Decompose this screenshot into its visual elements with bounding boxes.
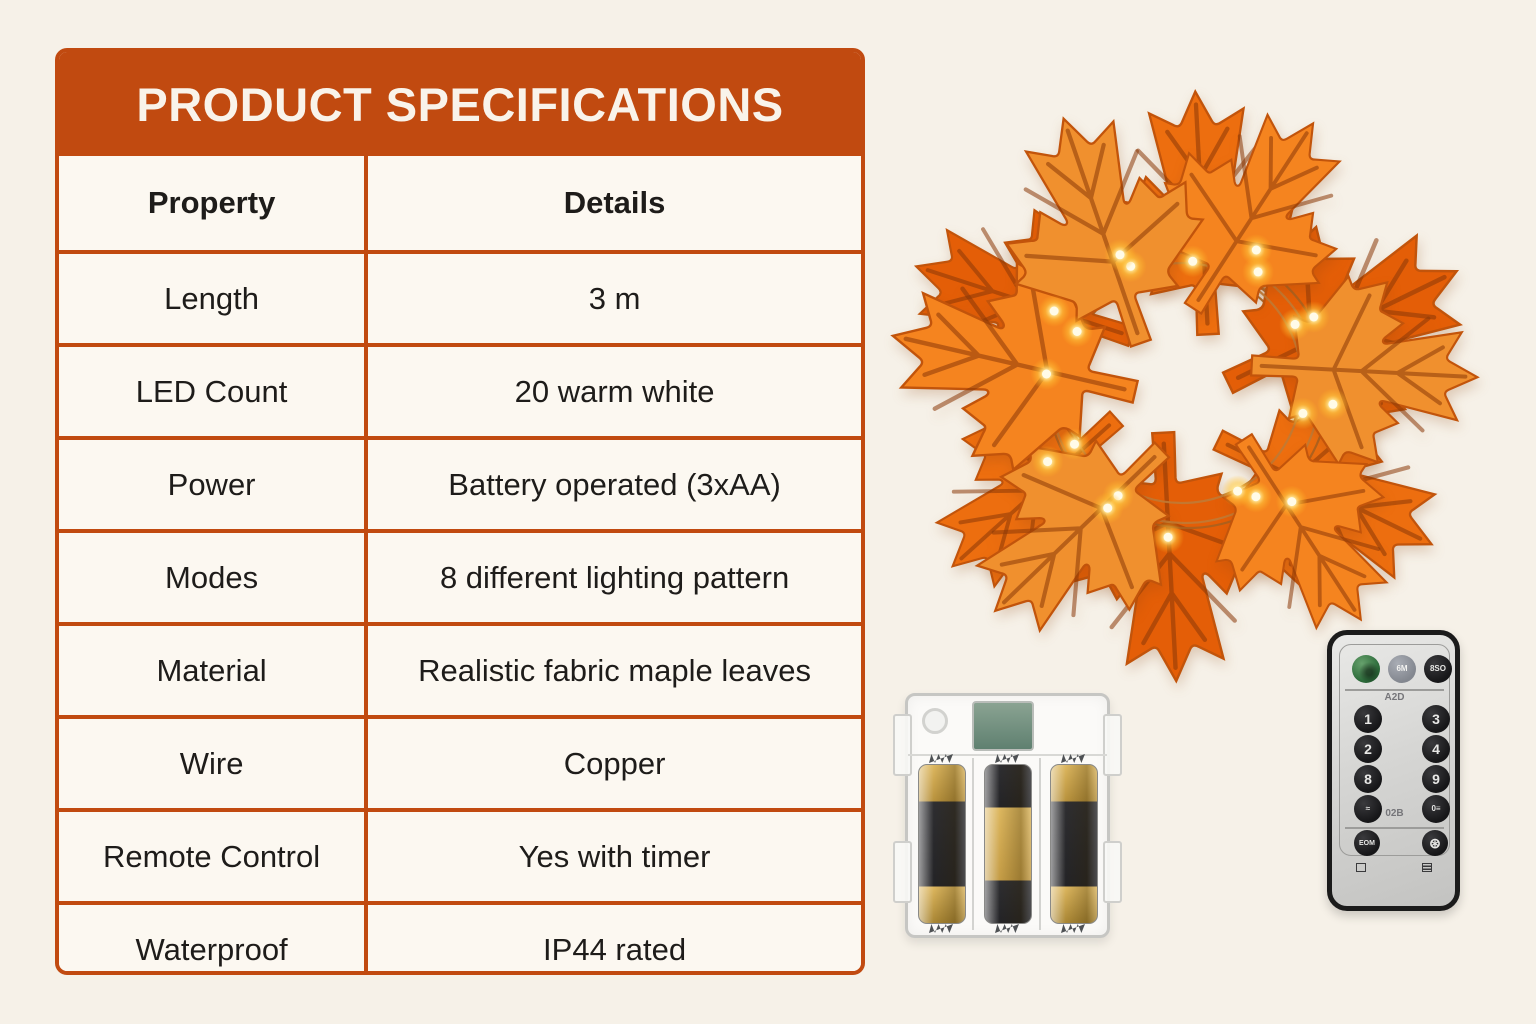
mounting-tab (1103, 714, 1122, 776)
square-icon (1356, 863, 1366, 872)
led-lights (1030, 234, 1349, 554)
table-row: Material Realistic fabric maple leaves (59, 622, 861, 719)
maple-leaf-wreath-image (857, 72, 1512, 712)
power-switch (972, 701, 1034, 751)
remote-digit-button: 2 (1354, 735, 1382, 763)
slot-divider (972, 758, 974, 930)
column-header-details: Details (364, 154, 861, 254)
spec-table-grid: Property Details Length 3 m LED Count 20 w… (59, 154, 861, 971)
slot-divider (1039, 758, 1041, 930)
remote-divider (1345, 689, 1444, 691)
remote-digit-button: 3 (1422, 705, 1450, 733)
remote-eom-button: EOM (1354, 830, 1380, 856)
mounting-tab (893, 841, 912, 903)
remote-digit-button: 1 (1354, 705, 1382, 733)
details-cell: 8 different lighting pattern (364, 529, 861, 626)
property-cell: Length (59, 250, 369, 347)
battery-contact-spring (995, 754, 1019, 763)
property-cell: Wire (59, 715, 369, 812)
mounting-tab (1103, 841, 1122, 903)
property-cell: LED Count (59, 343, 369, 440)
remote-power-button (1352, 655, 1380, 683)
property-cell: Modes (59, 529, 369, 626)
aa-battery (918, 764, 966, 924)
aa-battery (1050, 764, 1098, 924)
property-cell: Remote Control (59, 808, 369, 905)
details-cell: Yes with timer (364, 808, 861, 905)
details-cell: Battery operated (3xAA) (364, 436, 861, 533)
table-row: Power Battery operated (3xAA) (59, 436, 861, 533)
mounting-tab (893, 714, 912, 776)
remote-section-label: A2D (1384, 692, 1405, 703)
table-row: Wire Copper (59, 715, 861, 812)
remote-control-image: 6M 8SO A2D 1 3 2 4 8 9 ≈ 0≡ 02B EOM ⊛ (1327, 630, 1460, 911)
table-row: Remote Control Yes with timer (59, 808, 861, 905)
remote-dim-button: 0≡ (1422, 795, 1450, 823)
details-cell: 3 m (364, 250, 861, 347)
table-row: Waterproof IP44 rated (59, 901, 861, 971)
details-cell: Realistic fabric maple leaves (364, 622, 861, 719)
details-cell: IP44 rated (364, 901, 861, 971)
stacked-lines-icon (1422, 863, 1432, 872)
remote-divider (1345, 827, 1444, 829)
battery-contact-spring (995, 924, 1019, 933)
battery-contact-spring (1061, 924, 1085, 933)
spec-table: PRODUCT SPECIFICATIONS Property Details … (55, 48, 865, 975)
remote-digit-button: 8 (1354, 765, 1382, 793)
battery-box-top (908, 696, 1107, 756)
remote-digit-button: 9 (1422, 765, 1450, 793)
battery-contact-spring (929, 754, 953, 763)
remote-button-panel: 6M 8SO A2D 1 3 2 4 8 9 ≈ 0≡ 02B EOM ⊛ (1339, 644, 1452, 856)
remote-digit-button: 4 (1422, 735, 1450, 763)
remote-onoff-button: 8SO (1424, 655, 1452, 683)
remote-flower-button: ⊛ (1422, 830, 1448, 856)
table-row: Length 3 m (59, 250, 861, 347)
battery-contact-spring (1061, 754, 1085, 763)
spec-table-title: PRODUCT SPECIFICATIONS (59, 52, 861, 156)
table-header-row: Property Details (59, 154, 861, 254)
aa-battery (984, 764, 1032, 924)
property-cell: Waterproof (59, 901, 369, 971)
battery-box-image (893, 693, 1122, 938)
remote-mode-button: 6M (1388, 655, 1416, 683)
remote-timer-label: 02B (1385, 808, 1404, 819)
table-row: LED Count 20 warm white (59, 343, 861, 440)
battery-contact-spring (929, 924, 953, 933)
column-header-property: Property (59, 154, 369, 254)
details-cell: Copper (364, 715, 861, 812)
table-row: Modes 8 different lighting pattern (59, 529, 861, 626)
property-cell: Power (59, 436, 369, 533)
details-cell: 20 warm white (364, 343, 861, 440)
screw-hole-icon (922, 708, 948, 734)
property-cell: Material (59, 622, 369, 719)
remote-wave-button: ≈ (1354, 795, 1382, 823)
